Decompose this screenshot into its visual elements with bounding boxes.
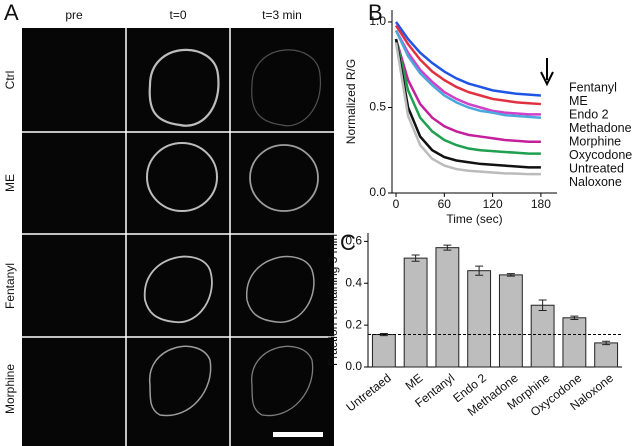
- y-tick-label: 0.0: [369, 185, 386, 199]
- x-tick-label: Untretaed: [344, 371, 394, 414]
- legend-entry: Fentanyl: [569, 80, 617, 94]
- bar: [467, 270, 492, 368]
- y-tick-label: 0.4: [345, 275, 362, 289]
- legend-entry: ME: [569, 94, 588, 108]
- grid-separators: [22, 28, 334, 446]
- legend-entry: Endo 2: [569, 107, 609, 121]
- error-bar: [475, 265, 484, 276]
- legend-entry: Naloxone: [569, 175, 622, 189]
- legend-entry: Methadone: [569, 121, 632, 135]
- x-tick-label: 120: [483, 197, 503, 211]
- row-label: Morphine: [3, 364, 17, 414]
- panel-label: C: [340, 230, 356, 255]
- x-axis-label: Time (sec): [446, 212, 502, 226]
- series-line: [394, 29, 541, 119]
- legend-entry: Morphine: [569, 134, 621, 148]
- cell-outlines: [144, 48, 321, 417]
- y-tick-label: 0.5: [369, 100, 386, 114]
- bar: [562, 317, 587, 368]
- series-line: [394, 38, 541, 169]
- micrographs: [22, 28, 334, 446]
- series-line: [394, 24, 541, 106]
- row-label: Fentanyl: [3, 263, 17, 309]
- series-line: [394, 29, 541, 116]
- bar: [435, 247, 460, 368]
- error-bar: [443, 244, 452, 251]
- series-line: [394, 38, 541, 155]
- column-label: pre: [65, 8, 83, 22]
- y-tick-label: 0.2: [345, 317, 362, 331]
- panel-label: B: [368, 0, 383, 25]
- column-label: t=0: [169, 8, 186, 22]
- y-axis-label: Normalized R/G: [344, 59, 358, 144]
- bar: [530, 304, 555, 368]
- x-tick-label: 0: [393, 197, 400, 211]
- image-grid: [22, 28, 334, 446]
- arrow: [540, 58, 554, 87]
- y-tick-label: 1.0: [369, 14, 386, 28]
- row-label: ME: [3, 174, 17, 192]
- series-line: [395, 21, 541, 97]
- series-line: [394, 38, 541, 143]
- bar: [594, 342, 619, 368]
- column-label: t=3 min: [262, 8, 302, 22]
- error-bar: [411, 254, 420, 262]
- y-tick-label: 0.0: [345, 359, 362, 373]
- y-axis-label: Fraction remaining 3 min: [326, 234, 340, 366]
- x-tick-label: ME: [403, 371, 426, 393]
- series-line: [394, 42, 541, 176]
- error-bar: [538, 299, 547, 311]
- legend-entry: Untreated: [569, 161, 624, 175]
- error-bar: [570, 315, 579, 320]
- bar: [498, 274, 523, 368]
- legend-entry: Oxycodone: [569, 148, 632, 162]
- error-bar: [602, 340, 611, 346]
- error-bar: [506, 273, 515, 277]
- x-tick-label: 60: [438, 197, 452, 211]
- row-label: Ctrl: [3, 71, 17, 90]
- y-tick-label: 0.6: [345, 234, 362, 248]
- x-tick-label: 180: [531, 197, 551, 211]
- scale-bar: [273, 432, 323, 437]
- bar: [403, 257, 428, 368]
- panel-label: A: [4, 0, 19, 25]
- bar: [371, 334, 396, 368]
